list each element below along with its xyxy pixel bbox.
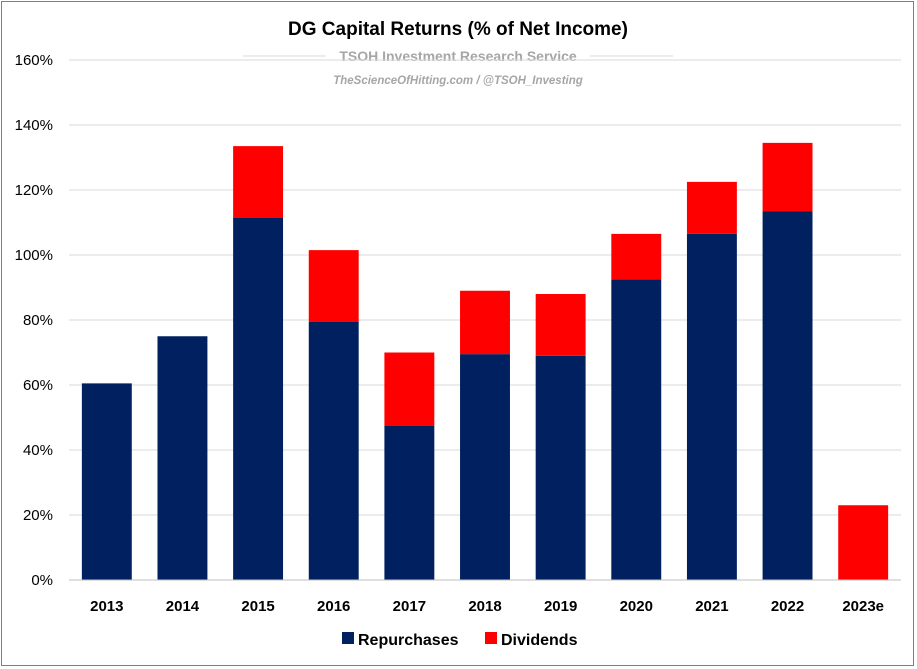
y-tick-label: 120% [15, 182, 53, 199]
x-tick-label: 2014 [166, 598, 200, 615]
y-tick-label: 0% [31, 572, 53, 589]
x-tick-label: 2015 [241, 598, 274, 615]
x-tick-label: 2017 [393, 598, 426, 615]
legend: Repurchases Dividends [342, 632, 578, 649]
y-tick-label: 60% [23, 377, 53, 394]
bar-dividends-2021 [686, 181, 737, 234]
x-tick-label: 2020 [620, 598, 653, 615]
bar-repurchases-2017 [384, 425, 435, 580]
y-tick-label: 100% [15, 247, 53, 264]
legend-label-dividends: Dividends [501, 632, 578, 649]
chart-subtitle-source: TheScienceOfHitting.com / @TSOH_Investin… [333, 75, 583, 87]
bar-dividends-2017 [384, 352, 435, 426]
bars [81, 142, 889, 580]
x-tick-label: 2023e [842, 598, 884, 615]
y-tick-label: 40% [23, 442, 53, 459]
y-tick-label: 140% [15, 117, 53, 134]
bar-repurchases-2018 [460, 354, 510, 580]
chart-title: DG Capital Returns (% of Net Income) [288, 19, 628, 40]
bar-dividends-2016 [308, 250, 359, 322]
x-tick-label: 2021 [695, 598, 728, 615]
bar-dividends-2019 [535, 294, 586, 356]
bar-repurchases-2020 [611, 279, 662, 580]
x-tick-label: 2018 [468, 598, 501, 615]
x-tick-label: 2019 [544, 598, 577, 615]
bar-dividends-2022 [762, 142, 813, 212]
bar-dividends-2015 [233, 146, 284, 218]
bar-repurchases-2021 [686, 233, 737, 580]
bar-repurchases-2016 [308, 321, 359, 580]
x-tick-label: 2013 [90, 598, 123, 615]
legend-label-repurchases: Repurchases [358, 632, 459, 649]
y-tick-label: 20% [23, 507, 53, 524]
legend-swatch-repurchases [342, 632, 354, 644]
bar-repurchases-2022 [762, 211, 813, 580]
bar-dividends-2020 [611, 233, 662, 280]
bar-repurchases-2015 [233, 217, 284, 580]
x-tick-label: 2022 [771, 598, 804, 615]
x-tick-label: 2016 [317, 598, 350, 615]
chart-subtitle: TSOH Investment Research Service [339, 48, 577, 64]
legend-swatch-dividends [485, 632, 497, 644]
bar-repurchases-2019 [535, 355, 586, 580]
y-axis-ticks: 0% 20% 40% 60% 80% 100% 120% 140% 160% [15, 52, 53, 589]
bar-dividends-2018 [460, 290, 510, 355]
bar-dividends-2023e [838, 505, 889, 580]
y-tick-label: 80% [23, 312, 53, 329]
bar-repurchases-2014 [157, 336, 208, 580]
x-axis-ticks: 2013 2014 2015 2016 2017 2018 2019 2020 2021 2022… [90, 598, 884, 615]
y-tick-label: 160% [15, 52, 53, 69]
bar-repurchases-2013 [81, 383, 132, 580]
